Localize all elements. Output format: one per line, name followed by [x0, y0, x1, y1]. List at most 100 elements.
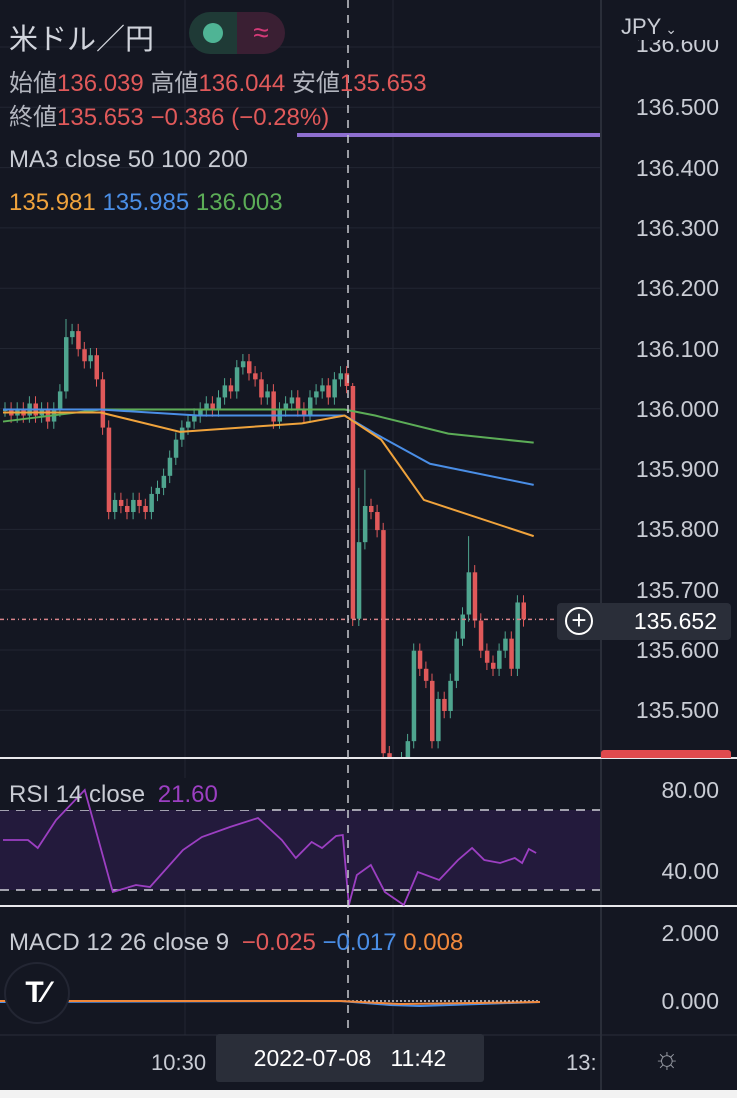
price-tick: 136.500 [635, 94, 719, 121]
candle-body [344, 373, 350, 386]
tradingview-logo[interactable]: T⁄ [4, 962, 70, 1024]
open-label: 始値 [9, 70, 57, 97]
symbol-title[interactable]: 米ドル／円 [9, 24, 155, 56]
candle-body [442, 698, 447, 711]
candle-body [94, 355, 99, 380]
candle-body [70, 331, 75, 338]
ma50-value: 135.981 [9, 189, 96, 216]
macd-label: MACD 12 26 close 9 [9, 929, 230, 956]
candle-body [137, 499, 142, 506]
candle-body [167, 457, 173, 476]
candle-body [234, 367, 240, 392]
candle-body [253, 373, 258, 380]
candle-body [64, 337, 69, 392]
candle-body [76, 331, 81, 350]
candle-body [161, 475, 167, 488]
settings-gear-icon[interactable]: ☼ [653, 1042, 681, 1075]
candle-body [131, 499, 136, 513]
candles [3, 319, 526, 783]
ma100-value: 135.985 [102, 189, 190, 216]
candle-body [247, 361, 252, 374]
current-price-label: 135.652 [633, 608, 717, 634]
candle-body [283, 403, 289, 410]
rsi-tick-40: 40.00 [661, 858, 719, 884]
candle-body [125, 505, 130, 513]
candle-body [375, 512, 380, 531]
candle-body [460, 614, 465, 639]
macd-legend[interactable]: MACD 12 26 close 9 −0.025 −0.017 0.008 [9, 929, 463, 957]
candle-body [289, 397, 295, 404]
candle-body [417, 650, 423, 669]
rsi-legend-bg [0, 778, 255, 810]
price-tick: 136.400 [635, 154, 719, 181]
candle-body [472, 572, 478, 621]
candle-body [430, 680, 435, 742]
candle-body [301, 409, 307, 416]
candle-body [112, 499, 118, 513]
rsi-tick-80: 80.00 [661, 777, 719, 803]
candle-body [356, 542, 362, 619]
candle-body [100, 379, 106, 428]
candle-body [240, 361, 246, 368]
candle-body [466, 572, 472, 615]
macd-line [0, 1000, 541, 1006]
candle-body [192, 415, 197, 422]
candle-body [118, 499, 124, 506]
price-tick: 136.200 [635, 275, 719, 302]
price-tick: 136.100 [635, 335, 719, 362]
candle-body [210, 403, 215, 410]
crosshair-time-label: 2022-07-08 11:42 [216, 1034, 484, 1082]
price-tick: 136.300 [635, 214, 719, 241]
candle-body [454, 638, 459, 681]
candle-body [326, 385, 331, 398]
bottom-strip [0, 1090, 737, 1098]
macd-value: −0.025 [241, 929, 316, 956]
ma50-line [3, 411, 535, 538]
chevron-down-icon: ⌄ [661, 21, 677, 37]
candle-body [204, 403, 209, 410]
candle-body [405, 741, 411, 757]
ma200-value: 136.003 [195, 189, 283, 216]
high-label: 高値 [150, 70, 199, 97]
candle-body [186, 421, 191, 428]
candle-body [381, 530, 386, 754]
macd-tick-0: 0.000 [661, 988, 719, 1014]
currency-selector[interactable]: JPY ⌄ [621, 14, 677, 40]
price-tick: 136.000 [635, 395, 719, 422]
candle-body [497, 650, 502, 669]
rsi-value: 21.60 [157, 781, 218, 808]
candle-body [216, 397, 221, 410]
candle-body [478, 620, 484, 651]
candle-body [143, 505, 148, 513]
plus-circle-icon: + [565, 607, 593, 635]
candle-body [271, 391, 276, 422]
candle-body [338, 373, 343, 380]
candle-body [222, 385, 228, 398]
ma-legend[interactable]: MA3 close 50 100 200 [9, 146, 248, 173]
currency-label: JPY [621, 14, 662, 39]
macd-hist-value: 0.008 [403, 929, 464, 956]
candle-body [155, 487, 160, 494]
candle-body [423, 668, 429, 681]
price-tick: 135.700 [635, 576, 719, 603]
candle-body [393, 771, 398, 783]
candle-body [265, 391, 270, 398]
candle-body [387, 753, 392, 757]
candle-body [57, 391, 63, 410]
candle-body [179, 427, 185, 440]
candle-body [106, 427, 112, 513]
open-value: 136.039 [57, 70, 144, 97]
candle-body [400, 759, 405, 783]
candle-body [295, 397, 301, 410]
rsi-legend[interactable]: RSI 14 close 21.60 [9, 781, 218, 809]
market-status-pill[interactable]: ≈ [189, 12, 285, 54]
macd-tick-2: 2.000 [661, 920, 719, 946]
add-alert-button[interactable]: + 135.652 [557, 603, 731, 640]
price-marker-red [601, 750, 731, 758]
rsi-band [0, 810, 600, 890]
high-value: 136.044 [198, 70, 286, 97]
candle-body [259, 379, 264, 398]
rsi-line [3, 788, 537, 907]
candle-body [228, 385, 234, 392]
